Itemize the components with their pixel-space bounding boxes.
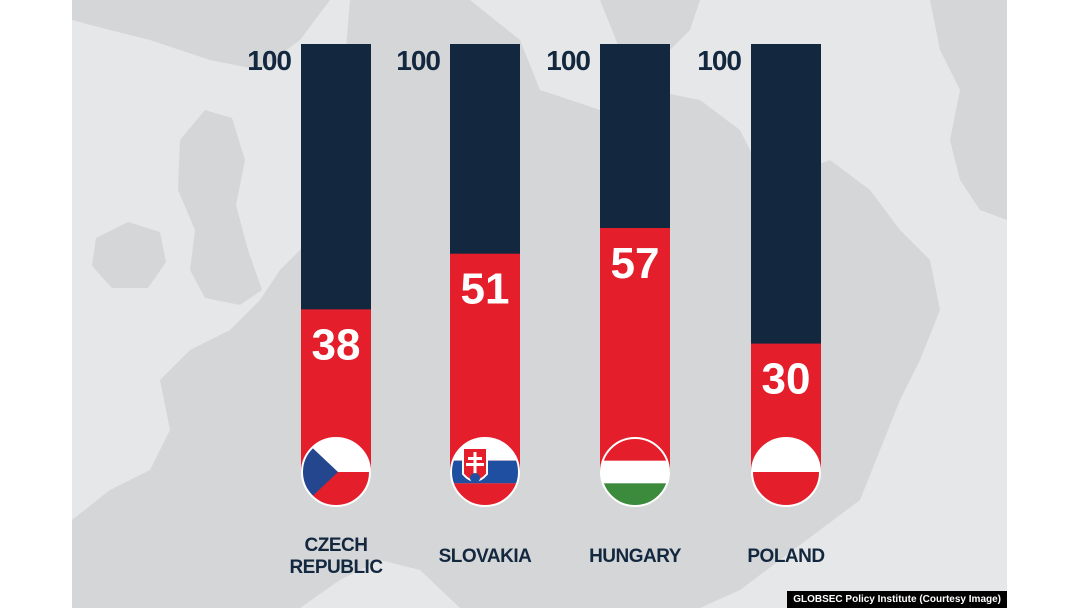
bars-group: 100 38 CZECH REPUBLIC 100 51 SLOVAKIA 100 57 HUNG… (247, 44, 825, 578)
category-label-slovakia: SLOVAKIA (439, 546, 533, 567)
flag-ring-hungary (600, 437, 670, 507)
flag-ring-czech-republic (301, 437, 371, 507)
value-label-poland: 30 (762, 355, 811, 404)
max-label-slovakia: 100 (396, 45, 440, 76)
max-label-hungary: 100 (546, 45, 590, 76)
bar-slovakia (450, 253, 520, 472)
bar-hungary (600, 228, 670, 472)
image-credit: GLOBSEC Policy Institute (Courtesy Image… (787, 591, 1007, 608)
value-label-slovakia: 51 (461, 265, 510, 314)
category-label-hungary: HUNGARY (589, 546, 682, 567)
slovakia-flag-icon (451, 438, 519, 506)
category-label-poland: POLAND (747, 546, 824, 567)
europe-map-background (72, 0, 1007, 608)
hungary-flag-icon (601, 438, 669, 506)
category-label-czech-republic: CZECH REPUBLIC (289, 535, 383, 578)
value-label-czech-republic: 38 (312, 320, 361, 369)
value-label-hungary: 57 (611, 239, 660, 288)
czech-republic-flag-icon (302, 438, 370, 506)
max-label-poland: 100 (697, 45, 741, 76)
max-label-czech-republic: 100 (247, 45, 291, 76)
flag-ring-slovakia (450, 437, 520, 507)
flag-ring-poland (751, 437, 821, 507)
